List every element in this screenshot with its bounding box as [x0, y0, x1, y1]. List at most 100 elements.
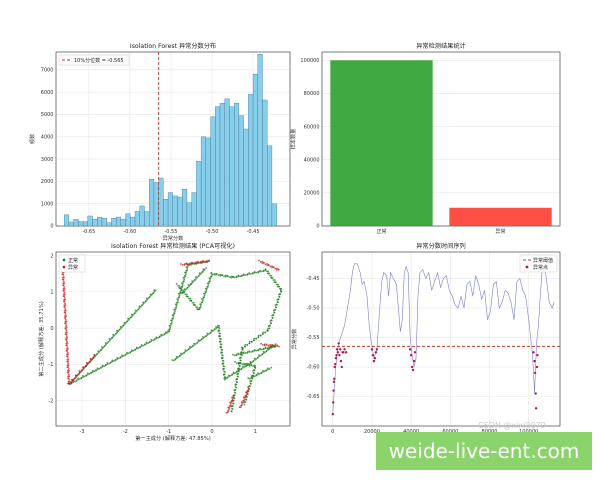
scatter-point	[65, 327, 67, 330]
scatter-point	[260, 348, 263, 351]
scatter-point	[215, 326, 217, 328]
scatter-point	[232, 402, 235, 405]
scatter-point	[216, 324, 219, 327]
scatter-point	[201, 260, 204, 262]
scatter-point	[232, 353, 234, 356]
scatter-point	[248, 364, 251, 367]
scatter-point	[129, 351, 132, 354]
scatter-point	[65, 337, 68, 339]
histogram-bar	[153, 182, 159, 227]
scatter-point	[186, 295, 189, 298]
anomaly-point	[342, 351, 345, 354]
scatter-point	[253, 358, 256, 361]
scatter-point	[243, 398, 246, 400]
scatter-point	[107, 341, 110, 343]
scatter-point	[71, 380, 74, 382]
legend-swatch	[62, 258, 66, 262]
scatter-point	[184, 350, 187, 353]
scatter-point	[212, 329, 215, 332]
scatter-point	[219, 346, 222, 349]
scatter-point	[243, 403, 246, 406]
scatter-point	[197, 340, 200, 343]
histogram-bar	[200, 136, 207, 227]
scatter-point	[269, 319, 272, 322]
scatter-point	[187, 263, 190, 266]
scatter-point	[63, 296, 66, 299]
scatter-point	[191, 280, 194, 282]
x-tick-label: 20000	[364, 429, 380, 435]
scatter-point	[64, 318, 67, 321]
plot-frame	[321, 51, 561, 227]
scatter-point	[194, 276, 197, 279]
scatter-point	[262, 261, 265, 264]
scatter-point	[235, 371, 238, 373]
scatter-point	[93, 353, 96, 356]
scatter-point	[91, 358, 93, 360]
scatter-point	[179, 287, 182, 290]
scatter-point	[172, 315, 175, 318]
scatter-point	[251, 350, 254, 353]
x-tick-label: -3	[80, 429, 85, 435]
scatter-point	[194, 262, 197, 265]
scatter-point	[244, 352, 247, 354]
scatter-point	[247, 388, 250, 390]
scatter-point	[67, 382, 70, 385]
scatter-point	[253, 357, 256, 360]
scatter-point	[180, 352, 182, 355]
scatter-point	[228, 408, 230, 411]
scatter-point	[223, 378, 226, 381]
scatter-point	[122, 324, 125, 327]
scatter-point	[193, 301, 195, 304]
scatter-point	[235, 276, 238, 279]
scatter-point	[253, 348, 256, 351]
scatter-point	[135, 346, 138, 349]
anomaly-point	[343, 348, 346, 351]
scatter-point	[262, 348, 265, 351]
scatter-point	[244, 401, 247, 404]
scatter-point	[95, 369, 97, 372]
scatter-point	[248, 272, 251, 274]
y-tick-label: 3000	[41, 157, 54, 163]
scatter-point	[98, 367, 101, 370]
legend-label: 10%分位数 = -0.565	[74, 57, 124, 64]
scatter-point	[88, 360, 91, 363]
anomaly-point	[333, 377, 336, 381]
scatter-point	[67, 373, 70, 376]
scatter-point	[145, 341, 148, 344]
scatter-point	[223, 377, 226, 380]
histogram-bar	[78, 221, 84, 227]
scatter-point	[182, 289, 184, 292]
scatter-point	[262, 270, 265, 273]
scatter-point	[127, 319, 130, 322]
x-tick-label: -2	[123, 429, 128, 435]
scatter-point	[265, 270, 268, 273]
x-tick-label: 0	[331, 429, 334, 435]
scatter-point	[62, 275, 65, 277]
scatter-point	[66, 369, 69, 372]
scatter-point	[113, 334, 116, 336]
scatter-point	[278, 296, 281, 298]
scatter-point	[190, 261, 193, 264]
scatter-point	[62, 284, 65, 287]
pca-scatter-panel: -3 -2 -1 0 1 -2 -1 0 1 2 Isolation Forest 异常检测结果 (…	[37, 242, 291, 442]
scatter-point	[180, 292, 182, 294]
scatter-point	[221, 354, 224, 357]
site-banner[interactable]: weide-live-ent.com	[376, 432, 592, 470]
y-tick-label: 60000	[304, 124, 320, 130]
scatter-point	[260, 342, 263, 345]
scatter-point	[144, 300, 147, 303]
scatter-point	[177, 356, 180, 359]
scatter-point	[207, 282, 210, 285]
scatter-point	[188, 284, 191, 287]
scatter-point	[189, 263, 191, 266]
scatter-point	[65, 329, 68, 332]
scatter-point	[259, 260, 262, 263]
scatter-point	[233, 389, 236, 392]
scatter-point	[130, 313, 133, 316]
scatter-point	[229, 403, 232, 406]
anomaly-point	[335, 348, 339, 351]
scatter-point	[82, 374, 84, 377]
scatter-point	[149, 294, 152, 297]
scatter-point	[230, 410, 233, 413]
chart-title: 异常检测结果统计	[416, 42, 466, 50]
